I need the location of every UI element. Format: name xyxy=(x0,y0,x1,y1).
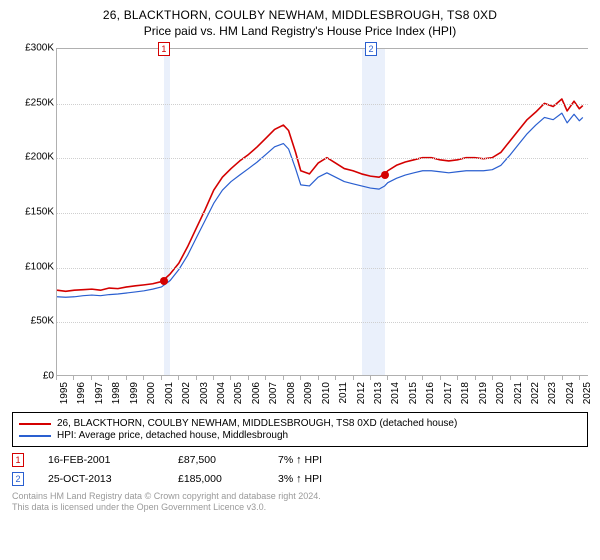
legend-row: HPI: Average price, detached house, Midd… xyxy=(19,430,581,441)
event-row: 1 16-FEB-2001£87,5007% ↑ HPI xyxy=(12,453,588,467)
x-tick-mark xyxy=(353,376,354,380)
event-diff: 7% ↑ HPI xyxy=(278,454,388,466)
y-tick-label: £250K xyxy=(12,97,54,108)
x-tick-mark xyxy=(475,376,476,380)
gridline-h xyxy=(57,268,588,269)
y-tick-label: £300K xyxy=(12,43,54,54)
x-tick-mark xyxy=(440,376,441,380)
x-tick-mark xyxy=(265,376,266,380)
footer-line1: Contains HM Land Registry data © Crown c… xyxy=(12,491,588,502)
footer-attribution: Contains HM Land Registry data © Crown c… xyxy=(12,491,588,514)
event-marker-top: 2 xyxy=(365,42,377,56)
x-tick-mark xyxy=(318,376,319,380)
x-tick-label: 2025 xyxy=(582,382,600,404)
y-tick-label: £100K xyxy=(12,261,54,272)
chart-area: £0£50K£100K£150K£200K£250K£300K 12 19951… xyxy=(12,44,588,408)
series-line xyxy=(57,99,583,291)
event-diff: 3% ↑ HPI xyxy=(278,473,388,485)
event-marker-top: 1 xyxy=(158,42,170,56)
legend: 26, BLACKTHORN, COULBY NEWHAM, MIDDLESBR… xyxy=(12,412,588,447)
legend-swatch xyxy=(19,423,51,425)
event-marker: 1 xyxy=(12,453,24,467)
x-tick-mark xyxy=(422,376,423,380)
arrow-up-icon: ↑ xyxy=(296,454,302,466)
data-point xyxy=(160,277,168,285)
title-subtitle: Price paid vs. HM Land Registry's House … xyxy=(12,24,588,38)
x-tick-mark xyxy=(300,376,301,380)
x-tick-mark xyxy=(562,376,563,380)
x-tick-mark xyxy=(196,376,197,380)
x-tick-mark xyxy=(213,376,214,380)
x-tick-mark xyxy=(230,376,231,380)
data-point xyxy=(381,171,389,179)
x-tick-mark xyxy=(108,376,109,380)
x-tick-mark xyxy=(91,376,92,380)
arrow-up-icon: ↑ xyxy=(296,473,302,485)
x-tick-mark xyxy=(544,376,545,380)
x-tick-mark xyxy=(283,376,284,380)
y-tick-label: £50K xyxy=(12,316,54,327)
event-row: 2 25-OCT-2013£185,0003% ↑ HPI xyxy=(12,472,588,486)
chart-lines xyxy=(57,49,588,375)
gridline-h xyxy=(57,322,588,323)
footer-line2: This data is licensed under the Open Gov… xyxy=(12,502,588,513)
x-tick-mark xyxy=(492,376,493,380)
event-price: £185,000 xyxy=(178,473,278,485)
chart-container: 26, BLACKTHORN, COULBY NEWHAM, MIDDLESBR… xyxy=(0,0,600,560)
legend-label: HPI: Average price, detached house, Midd… xyxy=(57,430,288,441)
y-tick-label: £200K xyxy=(12,152,54,163)
y-tick-label: £0 xyxy=(12,371,54,382)
event-price: £87,500 xyxy=(178,454,278,466)
title-block: 26, BLACKTHORN, COULBY NEWHAM, MIDDLESBR… xyxy=(12,8,588,38)
legend-row: 26, BLACKTHORN, COULBY NEWHAM, MIDDLESBR… xyxy=(19,418,581,429)
x-tick-mark xyxy=(73,376,74,380)
event-date: 25-OCT-2013 xyxy=(48,473,178,485)
x-tick-mark xyxy=(161,376,162,380)
event-date: 16-FEB-2001 xyxy=(48,454,178,466)
x-tick-mark xyxy=(143,376,144,380)
legend-swatch xyxy=(19,435,51,437)
x-tick-mark xyxy=(457,376,458,380)
legend-label: 26, BLACKTHORN, COULBY NEWHAM, MIDDLESBR… xyxy=(57,418,457,429)
x-tick-mark xyxy=(248,376,249,380)
gridline-h xyxy=(57,158,588,159)
x-tick-mark xyxy=(579,376,580,380)
x-tick-mark xyxy=(335,376,336,380)
x-tick-mark xyxy=(370,376,371,380)
x-tick-mark xyxy=(387,376,388,380)
plot-region: 12 xyxy=(56,48,588,376)
x-tick-mark xyxy=(405,376,406,380)
title-address: 26, BLACKTHORN, COULBY NEWHAM, MIDDLESBR… xyxy=(12,8,588,22)
x-tick-mark xyxy=(126,376,127,380)
x-tick-mark xyxy=(527,376,528,380)
gridline-h xyxy=(57,104,588,105)
x-tick-mark xyxy=(56,376,57,380)
y-tick-label: £150K xyxy=(12,207,54,218)
event-marker: 2 xyxy=(12,472,24,486)
event-list: 1 16-FEB-2001£87,5007% ↑ HPI 2 25-OCT-2013£… xyxy=(12,453,588,486)
x-tick-mark xyxy=(510,376,511,380)
gridline-h xyxy=(57,213,588,214)
series-line xyxy=(57,113,583,297)
x-tick-mark xyxy=(178,376,179,380)
